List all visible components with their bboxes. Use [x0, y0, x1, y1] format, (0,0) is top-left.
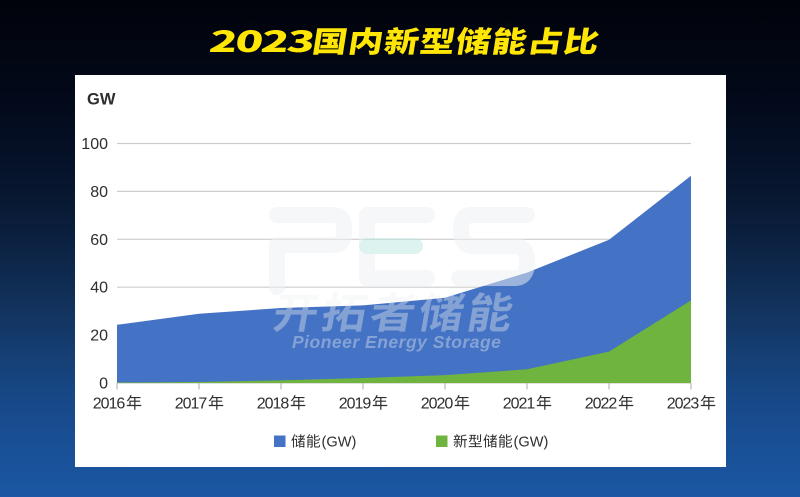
svg-text:Pioneer Energy Storage: Pioneer Energy Storage [292, 332, 501, 352]
svg-text:0: 0 [99, 376, 108, 393]
svg-text:GW: GW [87, 91, 116, 109]
svg-text:2020: 2020 [421, 396, 454, 413]
svg-text:2022: 2022 [585, 396, 618, 413]
svg-text:2023: 2023 [667, 396, 700, 413]
svg-text:2018: 2018 [257, 396, 290, 413]
svg-text:100: 100 [81, 136, 108, 153]
svg-text:40: 40 [90, 280, 108, 297]
svg-text:60: 60 [90, 232, 108, 249]
svg-text:80: 80 [90, 184, 108, 201]
svg-text:2019: 2019 [339, 396, 372, 413]
svg-text:2021: 2021 [503, 396, 536, 413]
svg-text:(GW): (GW) [322, 435, 357, 451]
svg-text:2017: 2017 [175, 396, 208, 413]
svg-text:2016: 2016 [93, 396, 126, 413]
svg-text:(GW): (GW) [514, 435, 549, 451]
svg-text:20: 20 [90, 328, 108, 345]
